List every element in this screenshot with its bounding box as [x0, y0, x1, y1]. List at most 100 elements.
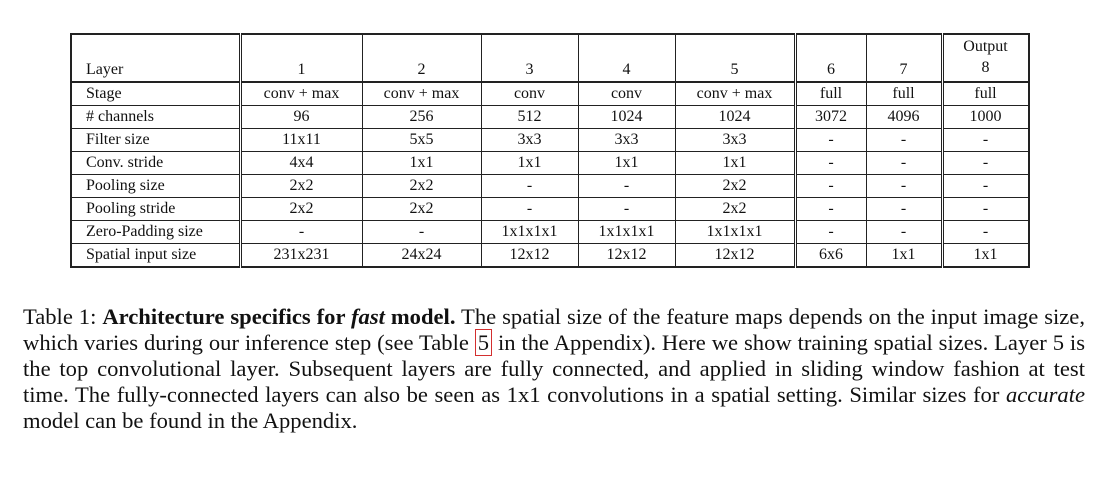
- table-cell: 1x1: [940, 243, 1030, 268]
- table-cell: 1x1: [577, 151, 675, 175]
- table-cell: 1x1x1x1: [480, 220, 578, 244]
- table-cell: -: [793, 220, 866, 244]
- caption-body-part1: The spatial size of the feature maps dep…: [23, 304, 1085, 355]
- row-label: Filter size: [70, 128, 240, 152]
- table-cell: 2x2: [238, 197, 362, 221]
- caption-lead-emph: fast: [351, 304, 385, 329]
- header-layer-8: 8: [981, 59, 990, 76]
- table-cell: -: [577, 197, 675, 221]
- table-cell: 1024: [577, 105, 675, 129]
- table-cell: 2x2: [238, 174, 362, 198]
- table-cell: -: [238, 220, 362, 244]
- header-layer-5: 5: [674, 33, 795, 83]
- table-row: Spatial input size 231x231 24x24 12x12 12x12…: [70, 243, 1030, 268]
- table-cell: 4x4: [238, 151, 362, 175]
- table-cell: conv + max: [361, 82, 481, 106]
- table-cell: -: [793, 197, 866, 221]
- table-cell: 1x1: [865, 243, 942, 268]
- row-label: Spatial input size: [70, 243, 240, 268]
- table-row: Pooling size 2x2 2x2- -2x2- - -: [70, 174, 1030, 198]
- table-cell: conv: [577, 82, 675, 106]
- table-cell: 3x3: [577, 128, 675, 152]
- table-cell: -: [793, 174, 866, 198]
- row-label: # channels: [70, 105, 240, 129]
- table-cell: 24x24: [361, 243, 481, 268]
- caption-prefix: Table 1:: [23, 304, 103, 329]
- caption-body-part2: in the Appendix). Here we show training …: [23, 330, 1085, 407]
- table-cell: conv + max: [674, 82, 795, 106]
- table-cell: -: [480, 197, 578, 221]
- table-cell: -: [940, 220, 1030, 244]
- header-layer-3: 3: [480, 33, 578, 83]
- table-row: Pooling stride 2x2 2x2- -2x2- - -: [70, 197, 1030, 221]
- table-cell: 512: [480, 105, 578, 129]
- table-cell: 11x11: [238, 128, 362, 152]
- table-cell: -: [865, 197, 942, 221]
- caption-lead: Architecture specifics for fast model.: [102, 304, 455, 329]
- table-row: # channels 96 256 512 1024 1024 3072 4096 1000: [70, 105, 1030, 129]
- table-cell: 1x1: [674, 151, 795, 175]
- table-cell: -: [865, 220, 942, 244]
- table-cell: -: [577, 174, 675, 198]
- table-cell: full: [940, 82, 1030, 106]
- table-cell: 256: [361, 105, 481, 129]
- header-output-label: Output: [963, 38, 1008, 55]
- table-cell: 4096: [865, 105, 942, 129]
- table-cell: -: [865, 151, 942, 175]
- row-label: Pooling size: [70, 174, 240, 198]
- row-label: Zero-Padding size: [70, 220, 240, 244]
- table-cell: 1x1: [361, 151, 481, 175]
- table-cell: conv + max: [238, 82, 362, 106]
- header-layer-6: 6: [793, 33, 866, 83]
- table-cell: -: [361, 220, 481, 244]
- table-cell: -: [865, 128, 942, 152]
- table-cell: 3x3: [480, 128, 578, 152]
- header-layer-1: 1: [238, 33, 362, 83]
- table-cell: 12x12: [674, 243, 795, 268]
- row-label: Pooling stride: [70, 197, 240, 221]
- table-cell: 6x6: [793, 243, 866, 268]
- table-cell: conv: [480, 82, 578, 106]
- table-row: Filter size 11x11 5x5 3x3 3x3 3x3- - -: [70, 128, 1030, 152]
- table-cell: 1x1x1x1: [577, 220, 675, 244]
- table-cell: full: [865, 82, 942, 106]
- architecture-table: Layer 1 2 3 4 5 6 7 Output 8 Stage conv + …: [70, 33, 1030, 268]
- header-layer-2: 2: [361, 33, 481, 83]
- caption-lead-part2: model.: [384, 304, 456, 329]
- table-cell: -: [793, 128, 866, 152]
- table-cell: 1000: [940, 105, 1030, 129]
- table-header-row: Layer 1 2 3 4 5 6 7 Output 8: [70, 33, 1030, 83]
- table-cell: -: [940, 128, 1030, 152]
- header-layer-7: 7: [865, 33, 942, 83]
- table-cell: 96: [238, 105, 362, 129]
- table-cell: 2x2: [674, 197, 795, 221]
- table-cell: -: [940, 174, 1030, 198]
- table-cell: 2x2: [361, 197, 481, 221]
- table-row: Conv. stride 4x4 1x1 1x1 1x1 1x1- - -: [70, 151, 1030, 175]
- row-label: Conv. stride: [70, 151, 240, 175]
- table-cell: full: [793, 82, 866, 106]
- table-cell: 2x2: [361, 174, 481, 198]
- table-reference-link[interactable]: 5: [474, 329, 493, 356]
- table-cell: -: [480, 174, 578, 198]
- header-output-layer: Output 8: [940, 33, 1030, 83]
- caption-body-emph: accurate: [1005, 382, 1085, 407]
- row-label: Stage: [70, 82, 240, 106]
- table-row: Zero-Padding size - -1x1x1x1 1x1x1x1 1x1x1x1…: [70, 220, 1030, 244]
- table-row: Stage conv + max conv + max conv conv conv + …: [70, 82, 1030, 106]
- table-cell: 2x2: [674, 174, 795, 198]
- header-layer-label: Layer: [70, 33, 240, 83]
- table-cell: -: [793, 151, 866, 175]
- table-cell: 231x231: [238, 243, 362, 268]
- table-cell: 12x12: [577, 243, 675, 268]
- caption-body-part3: model can be found in the Appendix.: [23, 408, 358, 433]
- header-layer-4: 4: [577, 33, 675, 83]
- table-cell: 1x1x1x1: [674, 220, 795, 244]
- table-cell: 1x1: [480, 151, 578, 175]
- table-cell: 12x12: [480, 243, 578, 268]
- table-cell: 5x5: [361, 128, 481, 152]
- table-cell: -: [940, 197, 1030, 221]
- table-cell: 3x3: [674, 128, 795, 152]
- table-cell: -: [865, 174, 942, 198]
- table-caption: Table 1: Architecture specifics for fast…: [23, 304, 1085, 434]
